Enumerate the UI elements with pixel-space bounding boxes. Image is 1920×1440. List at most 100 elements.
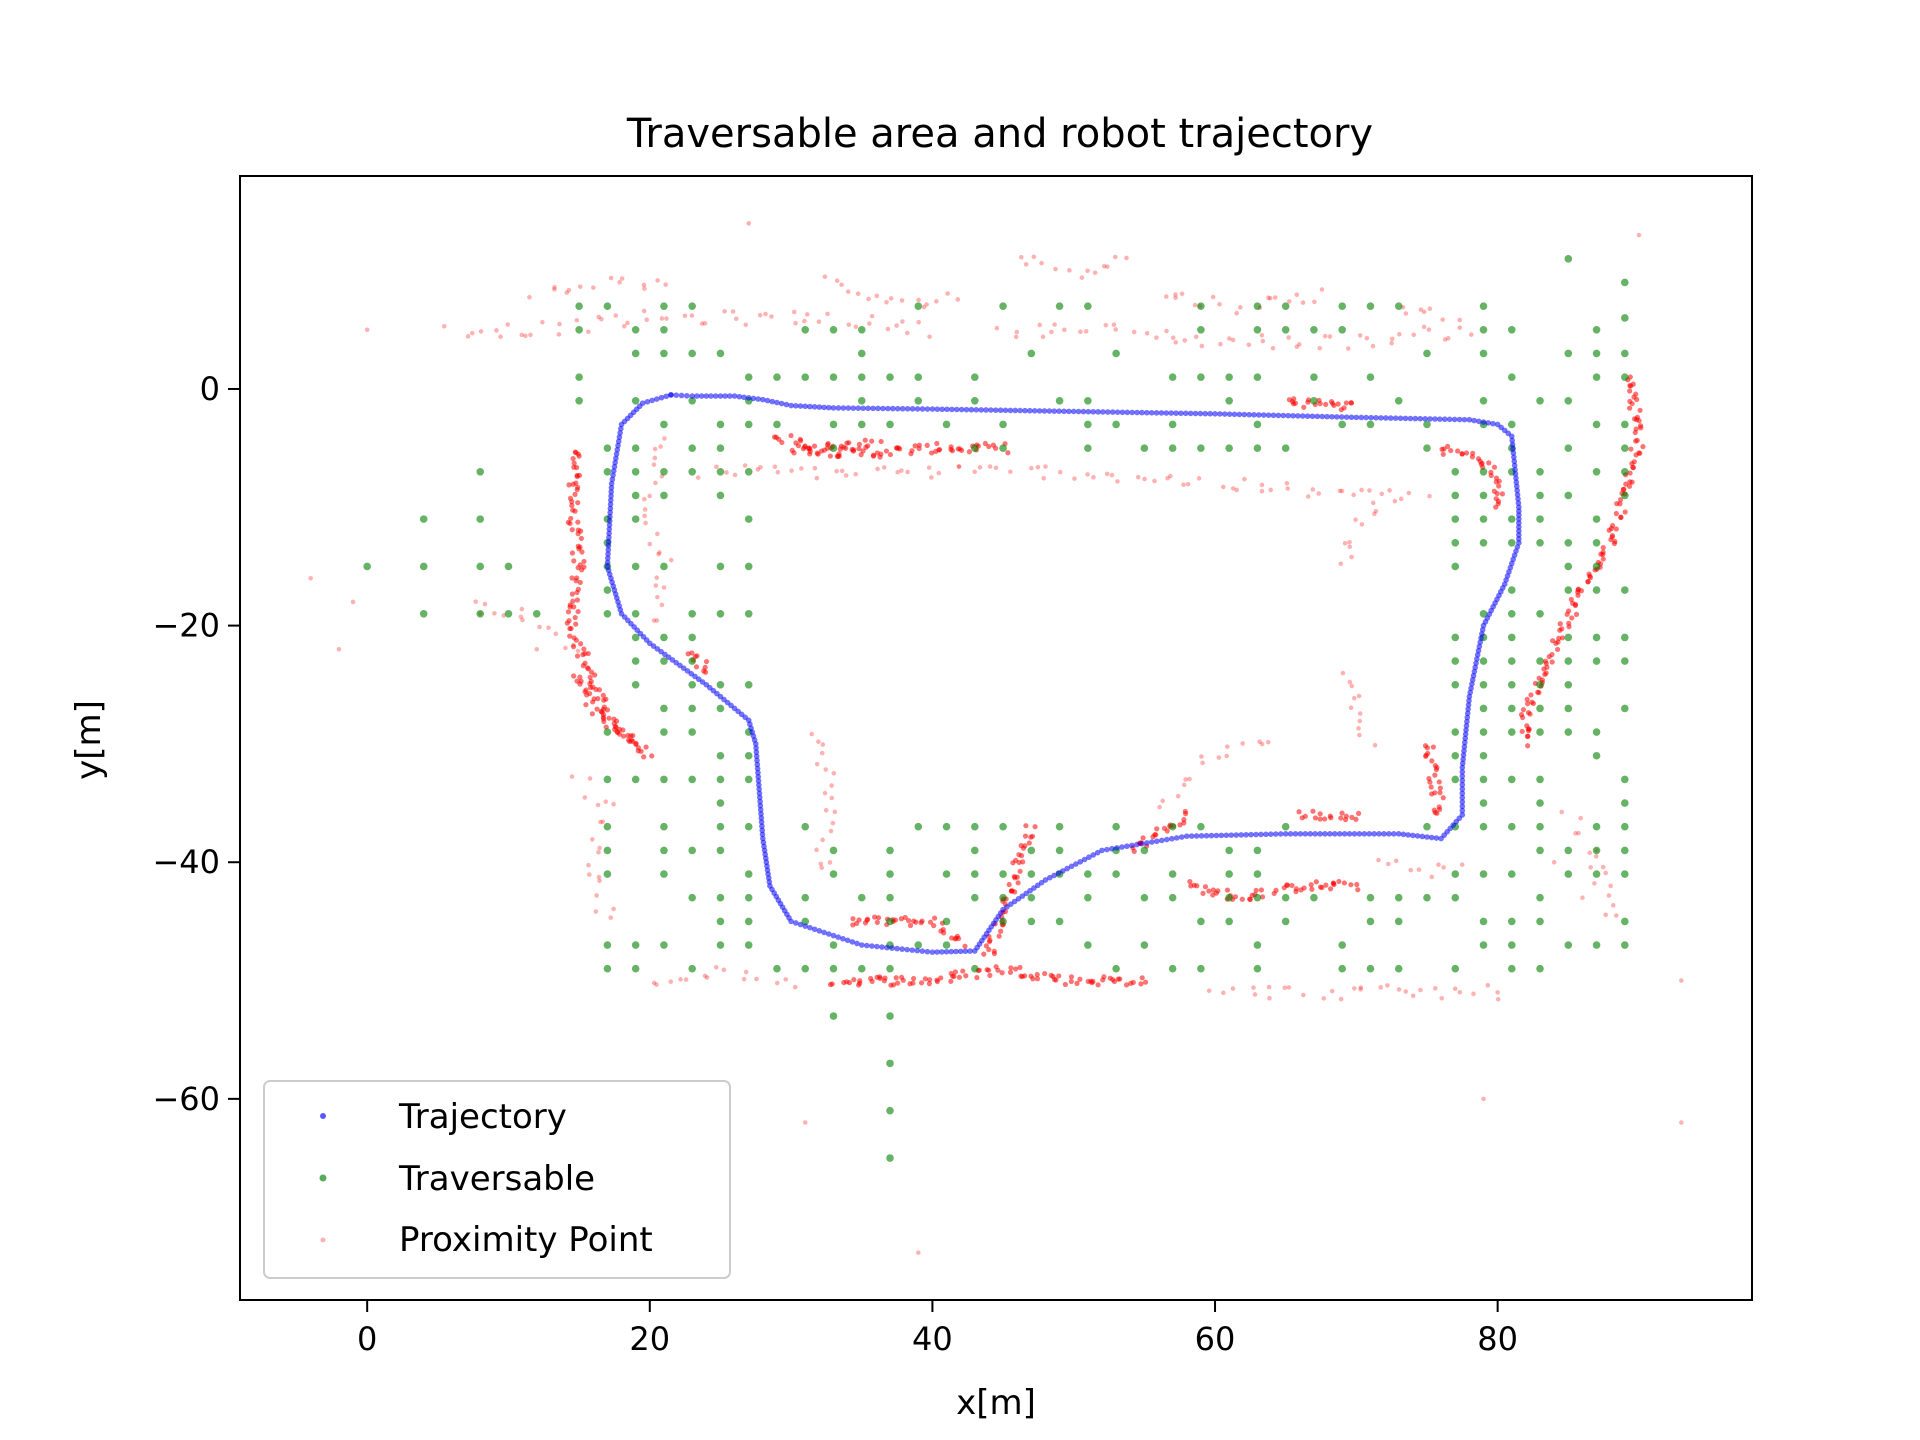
proximity-point	[1406, 490, 1412, 496]
trajectory-point	[1051, 408, 1058, 414]
proximity-point	[802, 318, 807, 324]
trajectory-point	[1476, 643, 1483, 650]
proximity-point	[1339, 810, 1345, 816]
proximity-point	[1083, 329, 1089, 334]
proximity-point	[1518, 712, 1525, 718]
proximity-point	[1018, 843, 1024, 849]
trajectory-point	[1251, 411, 1257, 418]
traversable-point	[631, 941, 640, 949]
proximity-point	[743, 969, 749, 975]
proximity-point	[1348, 400, 1354, 406]
proximity-point	[519, 332, 525, 338]
proximity-point	[1559, 809, 1565, 815]
proximity-point	[916, 319, 921, 325]
traversable-point	[886, 420, 894, 429]
trajectory-point	[1164, 836, 1170, 843]
trajectory-point	[957, 948, 964, 955]
traversable-point	[603, 586, 612, 594]
proximity-point	[1200, 760, 1205, 766]
proximity-point	[1008, 888, 1015, 894]
proximity-point	[788, 432, 794, 439]
traversable-point	[1253, 893, 1262, 902]
traversable-point	[1084, 420, 1092, 429]
proximity-point	[1353, 816, 1359, 822]
trajectory-point	[1169, 835, 1175, 842]
proximity-point	[1160, 798, 1165, 804]
traversable-point	[631, 349, 640, 358]
trajectory-point	[1187, 410, 1194, 417]
proximity-point	[1124, 255, 1129, 261]
traversable-point	[1281, 302, 1290, 310]
traversable-point	[1479, 397, 1488, 405]
traversable-point	[1507, 822, 1516, 831]
proximity-point	[1421, 309, 1427, 315]
proximity-point	[874, 919, 880, 926]
proximity-point	[1168, 473, 1173, 479]
proximity-point	[853, 324, 859, 330]
traversable-point	[1168, 893, 1177, 902]
trajectory-point	[967, 948, 973, 954]
trajectory-point	[754, 761, 761, 768]
proximity-point	[1372, 742, 1378, 748]
trajectory-point	[849, 939, 856, 945]
proximity-point	[1105, 264, 1110, 269]
proximity-point	[1436, 862, 1441, 868]
proximity-point	[853, 471, 859, 477]
traversable-point	[716, 893, 725, 902]
traversable-point	[1479, 751, 1488, 760]
trajectory-point	[1414, 833, 1421, 839]
trajectory-point	[608, 489, 615, 495]
trajectory-point	[1381, 831, 1387, 837]
trajectory-point	[757, 802, 764, 809]
traversable-point	[1621, 373, 1629, 381]
proximity-point	[591, 285, 596, 290]
trajectory-point	[694, 393, 700, 399]
trajectory-point	[608, 480, 615, 487]
proximity-point	[1230, 486, 1236, 491]
traversable-point	[603, 846, 612, 855]
traversable-point	[688, 728, 696, 736]
proximity-point	[1019, 255, 1024, 260]
proximity-point	[1628, 383, 1634, 389]
trajectory-point	[1459, 803, 1466, 810]
proximity-point	[1427, 493, 1432, 499]
trajectory-point	[1109, 845, 1115, 852]
proximity-point	[793, 320, 798, 326]
proximity-point	[1131, 329, 1137, 335]
trajectory-point	[1461, 416, 1468, 423]
proximity-point	[815, 451, 821, 457]
proximity-point	[1491, 488, 1497, 494]
proximity-point	[1348, 882, 1354, 888]
proximity-point	[582, 795, 588, 800]
traversable-point	[660, 562, 668, 571]
traversable-point	[971, 373, 979, 381]
traversable-point	[660, 467, 668, 476]
proximity-point	[1433, 986, 1438, 991]
proximity-point	[998, 928, 1004, 934]
trajectory-point	[1459, 781, 1466, 788]
proximity-point	[950, 973, 956, 979]
proximity-point	[1432, 790, 1438, 796]
proximity-point	[1101, 264, 1107, 269]
proximity-point	[1636, 232, 1642, 238]
proximity-point	[814, 761, 820, 767]
proximity-point	[574, 464, 580, 471]
proximity-point	[1573, 831, 1578, 836]
traversable-point	[1253, 302, 1262, 310]
trajectory-point	[760, 835, 766, 842]
trajectory-point	[708, 393, 714, 399]
proximity-point	[1600, 545, 1606, 551]
traversable-point	[660, 775, 668, 784]
traversable-point	[1621, 349, 1629, 358]
proximity-point	[1429, 758, 1435, 764]
traversable-point	[857, 420, 866, 429]
proximity-point	[643, 744, 649, 750]
proximity-point	[1170, 335, 1176, 341]
proximity-point	[754, 976, 759, 982]
proximity-point	[1013, 966, 1019, 972]
proximity-point	[1252, 992, 1258, 997]
proximity-point	[595, 696, 601, 702]
proximity-point	[724, 470, 729, 475]
proximity-point	[1629, 479, 1635, 485]
proximity-point	[603, 799, 609, 804]
